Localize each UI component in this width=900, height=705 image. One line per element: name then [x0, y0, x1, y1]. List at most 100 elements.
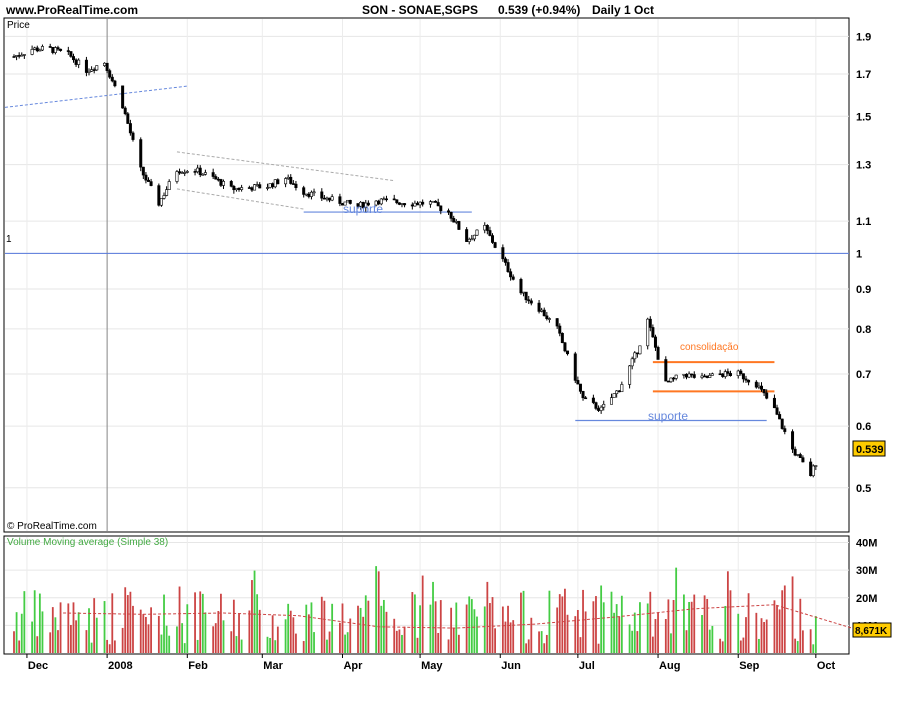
candle-body [527, 299, 531, 302]
candle-body [635, 352, 639, 355]
volume-bar [214, 623, 217, 653]
volume-bar [615, 604, 618, 653]
price-tick-label: 1.9 [856, 31, 871, 43]
price-tick-label: 1.3 [856, 160, 871, 172]
candle-body [578, 383, 582, 392]
candle-body [501, 247, 505, 260]
candle-body [728, 373, 732, 376]
price-tick-label: 1.1 [856, 216, 871, 228]
candle-body [147, 179, 151, 182]
candle-body [814, 465, 818, 467]
volume-bar [450, 607, 453, 653]
volume-bar [320, 596, 323, 653]
volume-bar [256, 594, 259, 653]
candle-body [165, 189, 169, 196]
site-name[interactable]: www.ProRealTime.com [5, 3, 138, 17]
candle-body [778, 414, 782, 420]
price-panel[interactable] [3, 17, 850, 533]
candle-body [302, 187, 306, 195]
candle-body [201, 174, 205, 176]
candle-body [71, 56, 75, 61]
volume-panel-title: Volume Moving average (Simple 38) [7, 537, 168, 548]
candle-body [159, 198, 163, 206]
price-tick-label: 1.7 [856, 69, 871, 81]
volume-bar [783, 585, 786, 653]
candle-body [721, 373, 725, 377]
volume-bar [271, 615, 274, 653]
candle-body [524, 291, 528, 301]
volume-bar [181, 623, 184, 653]
candle-body [105, 62, 109, 71]
candle-body [418, 201, 422, 206]
candle-body [258, 184, 262, 189]
candle-body [366, 202, 370, 206]
volume-bar [491, 597, 494, 653]
candle-body [791, 431, 795, 450]
volume-bar [812, 644, 815, 653]
volume-bar [657, 612, 659, 653]
volume-bar [163, 594, 165, 653]
price-candles [12, 43, 818, 478]
candle-body [491, 235, 495, 243]
volume-bar [289, 610, 292, 653]
candle-body [162, 195, 166, 199]
candle-body [95, 65, 99, 71]
volume-panel[interactable] [3, 535, 850, 655]
candle-body [167, 181, 171, 190]
volume-bar [176, 626, 178, 653]
candle-body [718, 373, 722, 376]
candle-body [726, 371, 730, 374]
candle-body [276, 179, 280, 185]
volume-bar [639, 602, 641, 653]
volume-bar [566, 614, 569, 653]
candle-body [620, 384, 624, 393]
volume-bar [649, 591, 652, 653]
candle-body [33, 47, 37, 50]
volume-bar [204, 612, 207, 653]
candle-body [30, 49, 34, 55]
volume-bar [465, 604, 468, 653]
price-tick-label: 0.7 [856, 369, 871, 381]
volume-bar [31, 621, 34, 653]
candle-body [475, 229, 479, 236]
volume-bar [457, 634, 460, 653]
volume-bar [801, 630, 804, 653]
volume-bar [651, 636, 654, 653]
volume-bar [447, 639, 450, 653]
volume-bar [201, 593, 204, 653]
candle-body [454, 221, 458, 223]
volume-bar [796, 641, 799, 653]
volume-bar [54, 617, 57, 653]
candle-body [265, 187, 269, 189]
candle-body [56, 47, 60, 50]
volume-bar [139, 609, 142, 653]
candle-body [330, 196, 334, 201]
volume-bar [685, 630, 688, 653]
candle-body [739, 370, 743, 374]
candle-body [798, 454, 802, 458]
volume-bar [620, 595, 623, 653]
volume-bar [235, 636, 238, 653]
volume-bar [339, 622, 341, 653]
volume-axis: 40M30M20M10M [856, 538, 877, 633]
candle-body [566, 350, 570, 355]
candle-body [630, 358, 634, 367]
volume-bar [654, 619, 657, 653]
volume-bar [778, 609, 781, 653]
volume-bar [483, 606, 486, 653]
volume-bar [548, 590, 551, 653]
candle-body [744, 378, 748, 381]
candle-body [328, 197, 332, 201]
candle-body [214, 176, 218, 180]
candle-body [247, 187, 251, 189]
volume-bar [240, 639, 243, 653]
volume-bar [274, 640, 277, 653]
volume-bar [305, 604, 308, 653]
volume-bar [667, 599, 670, 653]
candle-body [780, 418, 784, 429]
volume-bar [196, 639, 199, 653]
candle-body [703, 375, 707, 378]
volume-bar [739, 640, 742, 653]
